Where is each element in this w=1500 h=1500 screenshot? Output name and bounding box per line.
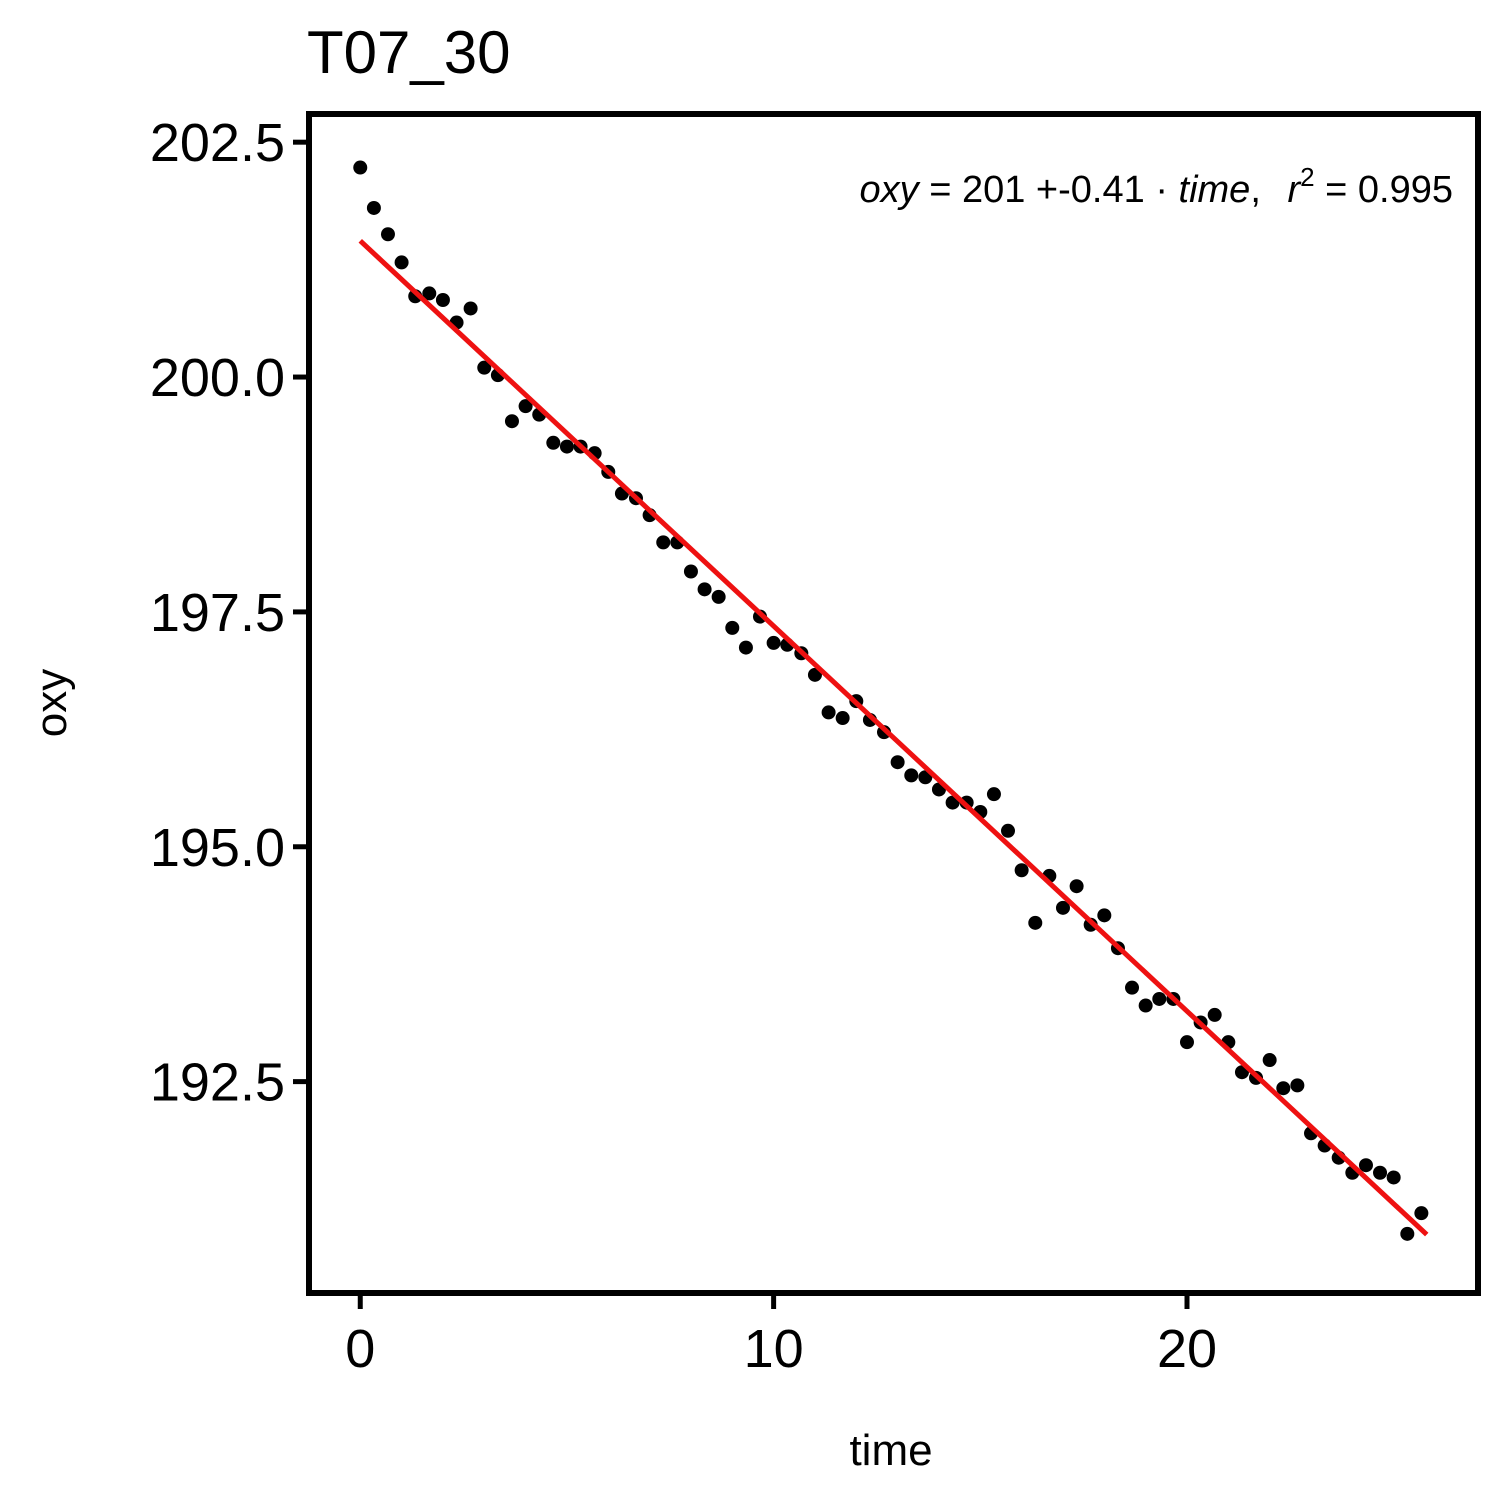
eq-lhs: oxy (859, 169, 920, 211)
data-point (1207, 1007, 1222, 1022)
y-tick-label: 202.5 (150, 113, 285, 173)
x-tick-label: 0 (345, 1319, 375, 1379)
data-point (518, 399, 533, 414)
data-point (1373, 1165, 1388, 1180)
plot-frame (306, 111, 1481, 1296)
eq-equals: = (929, 169, 951, 211)
chart-title: T07_30 (307, 19, 511, 86)
data-point (683, 564, 698, 579)
y-axis-title: oxy (27, 669, 76, 737)
data-point (766, 635, 781, 650)
data-point (890, 755, 905, 770)
data-point (1001, 823, 1016, 838)
data-point (1014, 863, 1029, 878)
x-tick-label: 10 (744, 1319, 804, 1379)
y-tick-label: 195.0 (150, 818, 285, 878)
eq-plus: + (1036, 169, 1058, 211)
eq-r2-label: r (1287, 169, 1301, 211)
eq-r2-equals: = (1325, 169, 1347, 211)
data-point (1069, 879, 1084, 894)
data-point (904, 768, 919, 783)
regression-line (358, 238, 1429, 1237)
eq-dot: · (1155, 169, 1168, 211)
data-point (821, 705, 836, 720)
y-tick-label: 200.0 (150, 348, 285, 408)
data-point (835, 711, 850, 726)
regression-equation: oxy = 201 +-0.41 · time, r2 = 0.995 (859, 153, 1453, 211)
data-point (353, 160, 368, 175)
data-point (546, 435, 561, 450)
data-point (1179, 1035, 1194, 1050)
eq-intercept: 201 (962, 169, 1025, 211)
eq-slope: -0.41 (1058, 169, 1145, 211)
data-point (1414, 1206, 1429, 1221)
eq-r2-exponent: 2 (1300, 162, 1314, 192)
data-point (1386, 1170, 1401, 1185)
data-point (1358, 1158, 1373, 1173)
data-point (1097, 908, 1112, 923)
data-point (725, 620, 740, 635)
data-point (1276, 1081, 1291, 1096)
plot-marks (353, 160, 1429, 1241)
data-point (366, 200, 381, 215)
data-point (1125, 980, 1140, 995)
data-point (1152, 991, 1167, 1006)
y-tick-label: 197.5 (150, 583, 285, 643)
data-point (394, 255, 409, 270)
data-point (1400, 1226, 1415, 1241)
x-axis-title: time (849, 1426, 932, 1475)
data-point (1262, 1053, 1277, 1068)
data-point (1028, 915, 1043, 930)
eq-var: time (1179, 169, 1251, 211)
data-point (380, 227, 395, 242)
data-point (1138, 998, 1153, 1013)
data-point (807, 667, 822, 682)
data-point (504, 414, 519, 429)
y-tick-label: 192.5 (150, 1053, 285, 1113)
data-point (422, 286, 437, 301)
data-point (986, 787, 1001, 802)
data-point (711, 589, 726, 604)
data-point (559, 439, 574, 454)
data-point (1290, 1078, 1305, 1093)
eq-comma: , (1250, 169, 1261, 211)
data-point (738, 640, 753, 655)
data-point (463, 301, 478, 316)
data-point (697, 582, 712, 597)
x-axis: 0 10 20 (345, 1293, 1217, 1379)
y-axis: 192.5 195.0 197.5 200.0 202.5 (150, 113, 309, 1113)
data-point (435, 293, 450, 308)
data-point (656, 535, 671, 550)
x-tick-label: 20 (1157, 1319, 1217, 1379)
data-point (477, 360, 492, 375)
data-point (1055, 900, 1070, 915)
eq-r2-value: 0.995 (1358, 169, 1453, 211)
